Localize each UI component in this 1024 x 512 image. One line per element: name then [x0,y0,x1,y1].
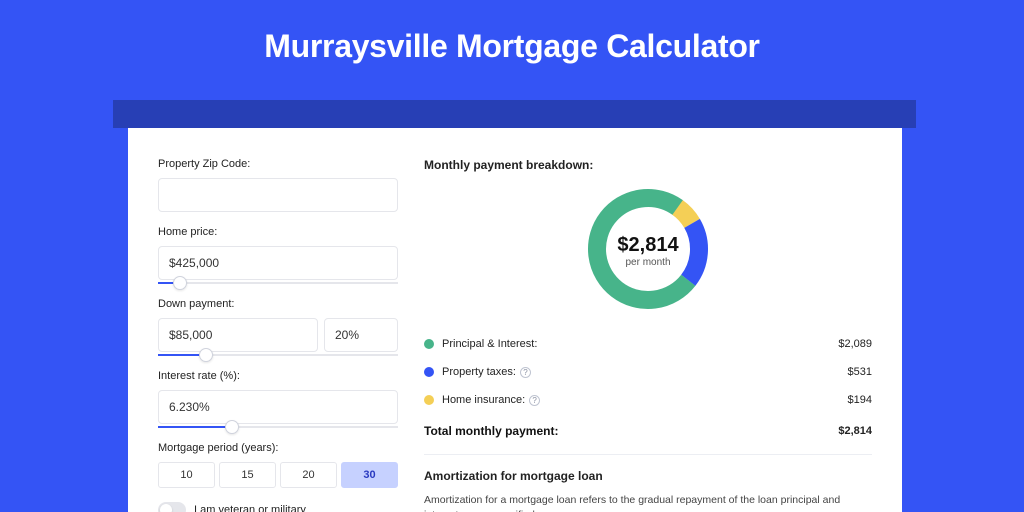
legend-dot [424,339,434,349]
down-payment-input[interactable] [158,318,318,352]
home-price-field: Home price: [158,226,398,284]
legend-row: Home insurance:?$194 [424,386,872,414]
breakdown-column: Monthly payment breakdown: $2,814per mon… [424,158,872,512]
period-button-15[interactable]: 15 [219,462,276,488]
interest-rate-slider[interactable] [158,426,398,428]
zip-field: Property Zip Code: [158,158,398,212]
amortization-title: Amortization for mortgage loan [424,469,872,483]
amortization-text: Amortization for a mortgage loan refers … [424,493,872,512]
slider-thumb[interactable] [199,348,213,362]
down-payment-slider[interactable] [158,354,398,356]
zip-input[interactable] [158,178,398,212]
info-icon[interactable]: ? [529,395,540,406]
slider-thumb[interactable] [225,420,239,434]
page-title: Murraysville Mortgage Calculator [0,0,1024,83]
legend-dot [424,367,434,377]
donut-chart: $2,814per month [424,184,872,314]
donut-center-amount: $2,814 [617,234,679,256]
interest-rate-field: Interest rate (%): [158,370,398,428]
legend-label: Home insurance:? [442,394,848,406]
interest-rate-input[interactable] [158,390,398,424]
calculator-card: Property Zip Code: Home price: Down paym… [128,128,902,512]
period-buttons: 10152030 [158,462,398,488]
toggle-knob [160,504,172,512]
slider-thumb[interactable] [173,276,187,290]
zip-label: Property Zip Code: [158,158,398,170]
divider [424,454,872,455]
period-button-10[interactable]: 10 [158,462,215,488]
period-field: Mortgage period (years): 10152030 [158,442,398,488]
veteran-label: I am veteran or military [194,504,306,512]
period-button-20[interactable]: 20 [280,462,337,488]
down-payment-field: Down payment: [158,298,398,356]
period-label: Mortgage period (years): [158,442,398,454]
interest-rate-label: Interest rate (%): [158,370,398,382]
total-amount: $2,814 [838,425,872,437]
breakdown-title: Monthly payment breakdown: [424,158,872,172]
legend-amount: $2,089 [838,338,872,350]
home-price-slider[interactable] [158,282,398,284]
period-button-30[interactable]: 30 [341,462,398,488]
legend-dot [424,395,434,405]
veteran-toggle[interactable] [158,502,186,512]
down-payment-pct-input[interactable] [324,318,398,352]
header-banner [113,100,916,128]
inputs-column: Property Zip Code: Home price: Down paym… [158,158,398,512]
legend-amount: $194 [848,394,872,406]
total-row: Total monthly payment: $2,814 [424,414,872,452]
info-icon[interactable]: ? [520,367,531,378]
legend-label: Principal & Interest: [442,338,838,350]
donut-center-sub: per month [625,257,670,268]
veteran-row: I am veteran or military [158,502,398,512]
legend-row: Principal & Interest:$2,089 [424,330,872,358]
total-label: Total monthly payment: [424,424,838,438]
legend-label: Property taxes:? [442,366,848,378]
legend-amount: $531 [848,366,872,378]
legend-row: Property taxes:?$531 [424,358,872,386]
down-payment-label: Down payment: [158,298,398,310]
home-price-input[interactable] [158,246,398,280]
home-price-label: Home price: [158,226,398,238]
